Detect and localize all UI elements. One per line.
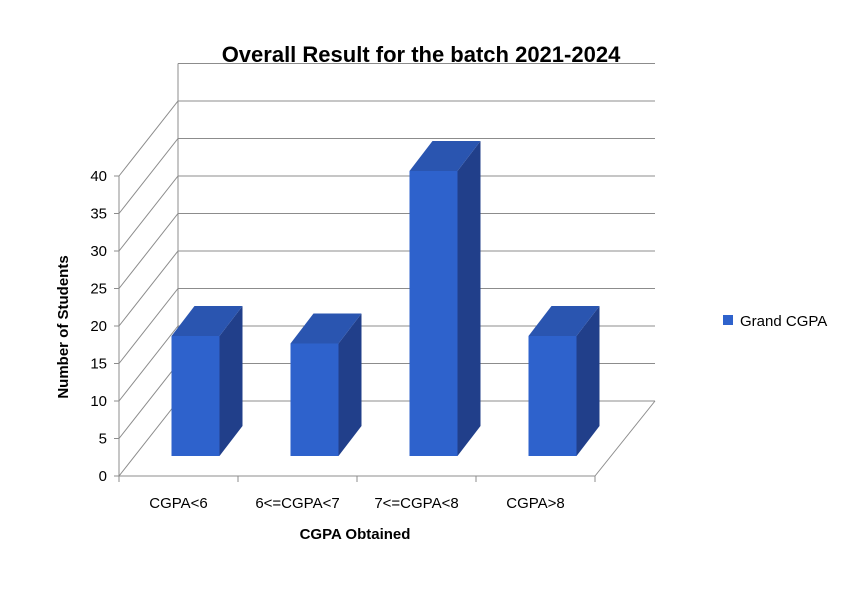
bar-top <box>290 313 362 344</box>
y-tick-label: 15 <box>90 356 107 373</box>
bar <box>290 313 362 456</box>
floor-right-edge <box>594 400 656 477</box>
bar-side <box>338 313 362 456</box>
y-tick-label: 30 <box>90 243 107 260</box>
x-tick-labels: CGPA<6 6<=CGPA<7 7<=CGPA<8 CGPA>8 <box>149 495 565 512</box>
bar <box>409 141 481 456</box>
bar-front <box>290 343 339 456</box>
chart-title: Overall Result for the batch 2021-2024 <box>222 42 621 67</box>
y-tick-label: 20 <box>90 318 107 335</box>
bar-side <box>219 306 243 456</box>
y-tick-label: 35 <box>90 206 107 223</box>
bar-side <box>576 306 600 456</box>
bars <box>171 141 600 456</box>
y-tick-label: 0 <box>99 468 107 485</box>
legend: Grand CGPA <box>723 313 827 330</box>
bar-top <box>528 306 600 336</box>
x-tick-label: 7<=CGPA<8 <box>374 495 458 512</box>
y-tick-label: 5 <box>99 431 107 448</box>
bar-front <box>409 171 458 456</box>
y-tick-label: 10 <box>90 393 107 410</box>
bar-front <box>171 336 220 456</box>
y-tick-labels: 0 5 10 15 20 25 30 35 40 <box>90 168 107 485</box>
y-tick-label: 40 <box>90 168 107 185</box>
bar-front <box>528 336 577 456</box>
legend-swatch <box>723 315 733 325</box>
legend-label: Grand CGPA <box>740 313 827 330</box>
x-tick-label: CGPA>8 <box>506 495 565 512</box>
x-tick-label: CGPA<6 <box>149 495 208 512</box>
bar <box>528 306 600 456</box>
bar-top <box>171 306 243 336</box>
bar-side <box>457 141 481 456</box>
bar <box>171 306 243 456</box>
y-tick-label: 25 <box>90 281 107 298</box>
x-tick-label: 6<=CGPA<7 <box>255 495 339 512</box>
bar-top <box>409 141 481 171</box>
y-axis-title: Number of Students <box>55 255 72 398</box>
x-axis-title: CGPA Obtained <box>300 526 411 543</box>
